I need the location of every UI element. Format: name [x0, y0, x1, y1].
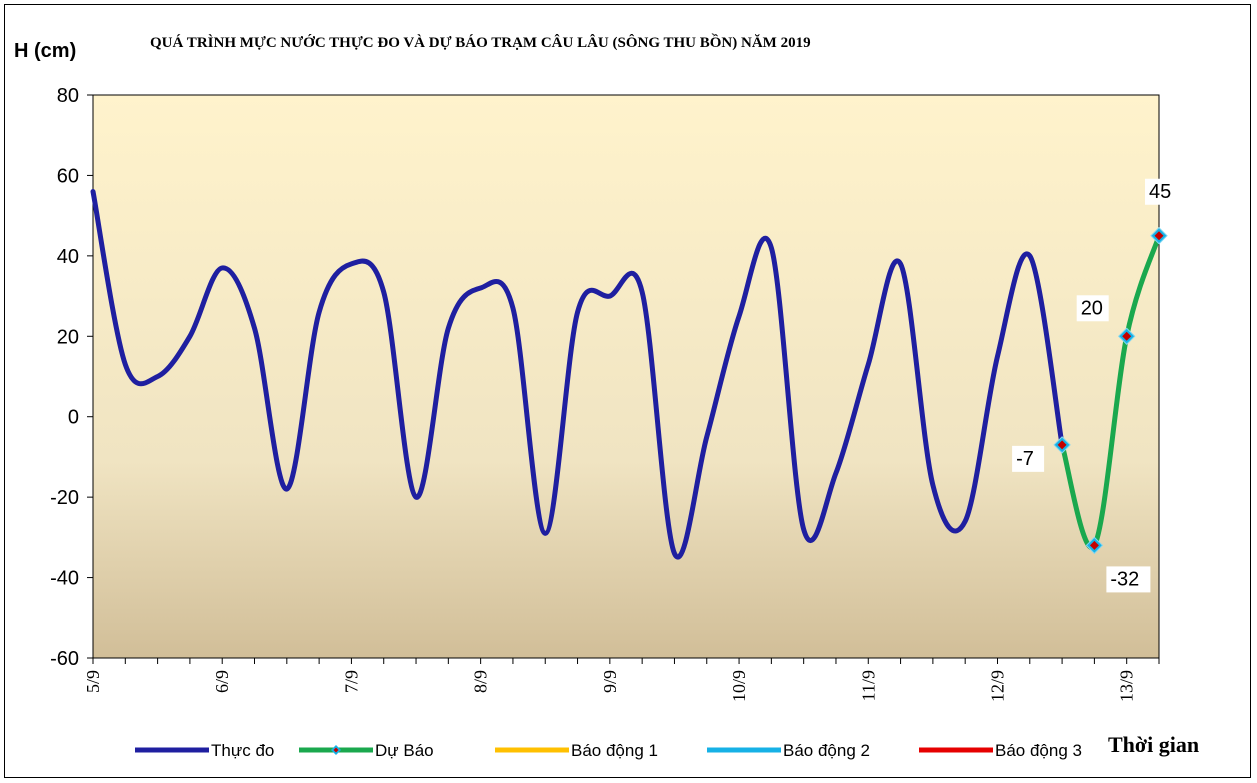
x-axis: 5/9 6/9 7/9 8/9 9/9 10/9 11/9 12/9 13/9 — [83, 658, 1160, 702]
legend-label: Dự Báo — [375, 741, 434, 760]
x-axis-label: Thời gian — [1108, 732, 1199, 757]
x-tick-label: 9/9 — [600, 670, 620, 693]
y-tick-label: -20 — [50, 487, 79, 509]
y-tick-label: -40 — [50, 568, 79, 590]
x-tick-label: 7/9 — [341, 670, 361, 693]
series-line-forecast — [1059, 233, 1162, 551]
y-axis: 80 60 40 20 0 -20 -40 -60 — [50, 85, 93, 670]
x-tick-label: 12/9 — [987, 670, 1007, 702]
forecast-point-marker-inner — [1154, 231, 1164, 241]
x-tick-label: 5/9 — [83, 670, 103, 693]
y-tick-label: 60 — [57, 165, 79, 187]
legend-swatch-marker-inner — [333, 747, 339, 753]
legend-label: Báo động 1 — [571, 741, 658, 760]
y-axis-label: H (cm) — [14, 40, 76, 62]
x-tick-label: 11/9 — [858, 670, 878, 701]
data-label-background — [1106, 566, 1151, 593]
y-tick-label: 20 — [57, 326, 79, 348]
y-tick-label: -60 — [50, 648, 79, 670]
forecast-point-marker-inner — [1089, 540, 1099, 550]
legend: Thực đo Dự Báo Báo động 1 Báo động 2 Báo độn… — [135, 741, 1082, 760]
data-label: 20 — [1081, 297, 1103, 319]
series-layer — [90, 189, 1162, 560]
y-tick-label: 40 — [57, 246, 79, 268]
legend-label: Thực đo — [211, 741, 274, 760]
y-tick-label: 0 — [68, 407, 79, 429]
x-tick-label: 6/9 — [212, 670, 232, 693]
legend-label: Báo động 3 — [995, 741, 1082, 760]
data-label: -32 — [1110, 568, 1139, 590]
chart-title: QUÁ TRÌNH MỰC NƯỚC THỰC ĐO VÀ DỰ BÁO TRẠ… — [150, 33, 811, 51]
data-label: -7 — [1016, 448, 1034, 470]
data-label-background — [1012, 445, 1045, 472]
legend-label: Báo động 2 — [783, 741, 870, 760]
y-tick-label: 80 — [57, 85, 79, 107]
x-tick-label: 13/9 — [1117, 670, 1137, 702]
point-label-layer: -7 -32 20 45 — [1012, 178, 1177, 593]
plot-area — [92, 94, 1160, 659]
forecast-point-marker-inner — [1057, 440, 1067, 450]
forecast-point-marker-inner — [1122, 331, 1132, 341]
data-label-background — [1076, 295, 1109, 322]
x-tick-label: 10/9 — [729, 670, 749, 702]
data-label: 45 — [1149, 181, 1171, 203]
x-tick-label: 8/9 — [471, 670, 491, 693]
data-label-background — [1145, 178, 1177, 205]
series-line-observed — [90, 189, 1065, 560]
marker-layer — [1053, 227, 1168, 555]
